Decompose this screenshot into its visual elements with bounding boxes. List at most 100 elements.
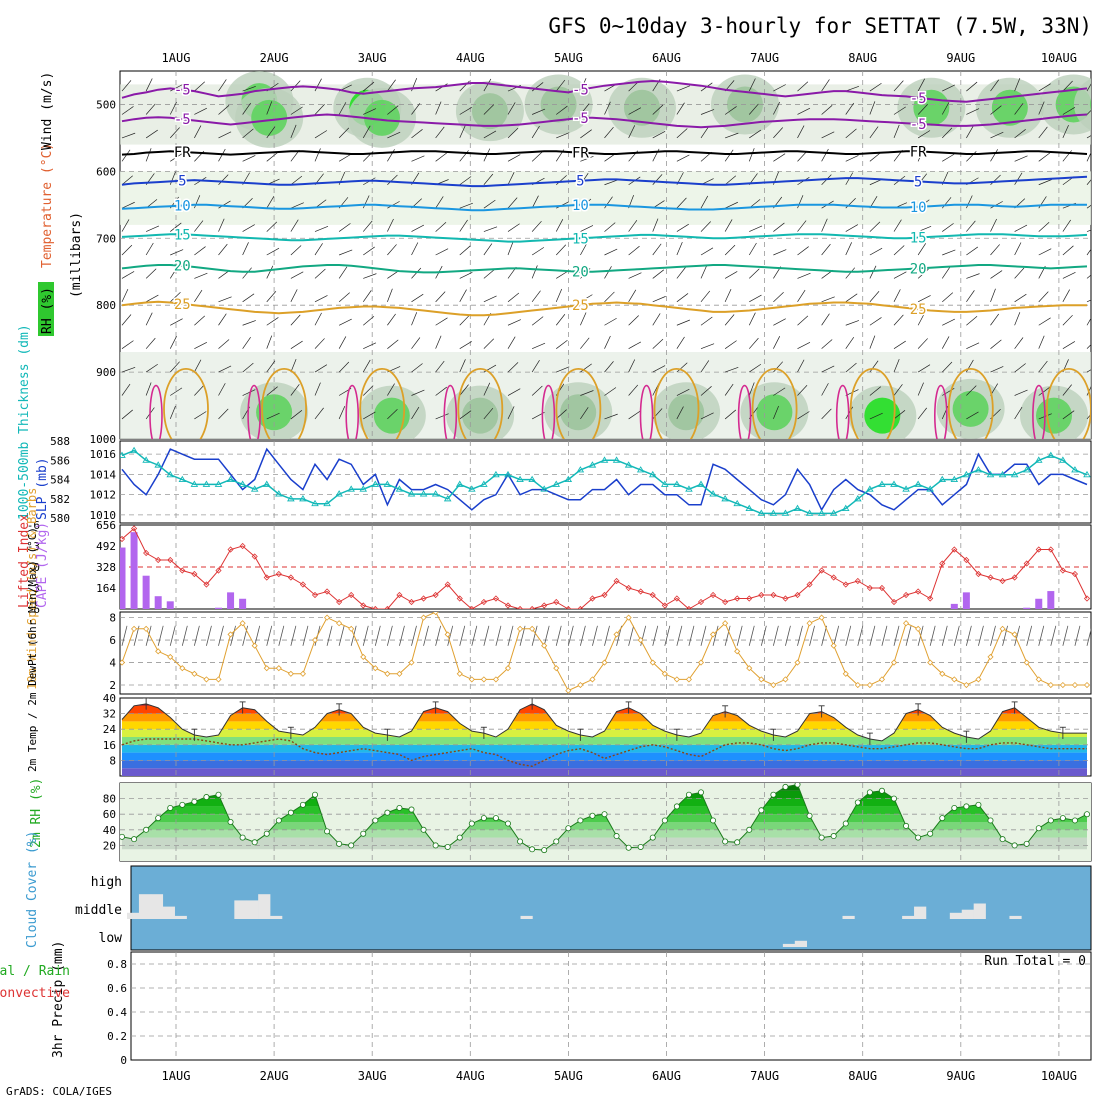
wind-barb [845,102,855,115]
lifted-index-point [227,546,234,553]
wind-barb [869,101,876,115]
rh-point [782,783,789,790]
cloud-bar-middle [162,906,175,919]
wind-barb [580,198,592,209]
wind-speed-point [854,681,861,689]
wind-ylabel: 10m Wind Speed (m/s) & Barbs [25,488,39,690]
top-date-label: 5AUG [554,51,583,65]
thickness-point [576,466,585,473]
wind-barb [411,242,419,256]
top-date-label: 3AUG [358,51,387,65]
surface-wind-barb [990,625,996,646]
wind-barb [483,269,495,279]
wind-frame [119,611,1092,695]
wind-barb [990,244,1000,256]
wind-speed-point [360,653,367,660]
wind-barb [941,336,950,349]
rh-point [698,789,705,796]
wind-barb [966,385,977,396]
wind-barb [290,245,302,256]
wind-speed-point [553,665,560,672]
surface-wind-barb [700,625,707,646]
rh-point [372,817,379,824]
wind-barb [652,365,666,373]
wind-barb [531,265,538,279]
wind-barb [869,152,881,162]
wind-speed-point [215,676,222,683]
wind-barb [797,81,809,92]
cloud-bar-middle [150,894,164,919]
rh-point [1035,825,1042,832]
cloud-series-layer [127,894,1022,947]
rh-point [311,791,318,798]
lifted-index-point [504,602,512,609]
lifted-index-tick: -3 [27,540,40,553]
wind-speed-point [396,670,403,677]
cloud-level-label: middle [75,903,122,918]
wind-barb [797,246,809,256]
wind-barb [773,222,785,232]
rh-point [203,794,210,801]
wind-barb [676,85,690,92]
precip-tick: 0.4 [107,1006,127,1019]
wind-barb [169,266,178,279]
thickness-point [528,475,536,483]
wind-barb [362,125,371,139]
wind-barb [821,408,832,420]
rh-band [122,814,1087,822]
wind-speed-point [480,676,487,683]
wind-barb [604,196,613,209]
wind-barb [580,407,589,420]
cloud-bar-middle [270,915,283,919]
wind-barb [652,218,659,232]
surface-wind-barb [399,625,405,646]
isoline-label: 25 [174,297,191,313]
precip-panel: 0 0.2 0.4 0.6 0.8 Run Total = 0 3hr Precip (… [0,941,1092,1067]
wind-barb [676,388,690,396]
rh-band [122,822,1087,830]
lifted-index-point [987,574,994,581]
wind-barb [363,108,377,115]
wind-barb [748,337,759,349]
wind-barb [580,242,588,256]
wind-barb [338,405,346,420]
wind-barb [169,171,176,185]
lifted-index-point [323,588,331,595]
wind-barb [435,152,448,162]
lifted-index-point [673,595,680,602]
wind-barb [531,82,544,92]
thickness-point [226,475,235,483]
wind-barb [748,78,756,92]
wind-barb [363,385,374,396]
thickness-point [769,509,778,516]
wind-barb [266,221,278,232]
wind-barb [362,290,372,303]
wind-barb [845,362,857,373]
cape-bar [142,575,150,609]
wind-barb [1086,299,1091,303]
surface-wind-barb [1074,625,1081,646]
wind-barb [869,291,880,303]
wind-barb [845,337,855,349]
wind-barb [821,313,830,326]
rh-tick: 40 [103,824,116,837]
wind-barb [556,132,570,139]
surface-wind-barb [965,625,972,646]
wind-barb [194,315,206,326]
wind-barb [362,220,373,232]
rh-legend-swatch [38,282,54,336]
isoline-label: -5 [174,83,191,99]
wind-barb [773,318,786,326]
wind-barb [893,271,907,279]
bottom-date-label: 1AUG [162,1069,191,1083]
wind-barb [411,267,422,279]
wind-barb [290,124,297,139]
surface-wind-barb [953,625,960,646]
rh-point [1059,815,1066,822]
rh-point [348,842,355,849]
wind-barb [821,131,835,139]
bottom-date-label: 9AUG [946,1069,975,1083]
wind-speed-point [1011,631,1018,638]
surface-warm-contour [849,368,896,439]
wind-barb [869,126,879,139]
